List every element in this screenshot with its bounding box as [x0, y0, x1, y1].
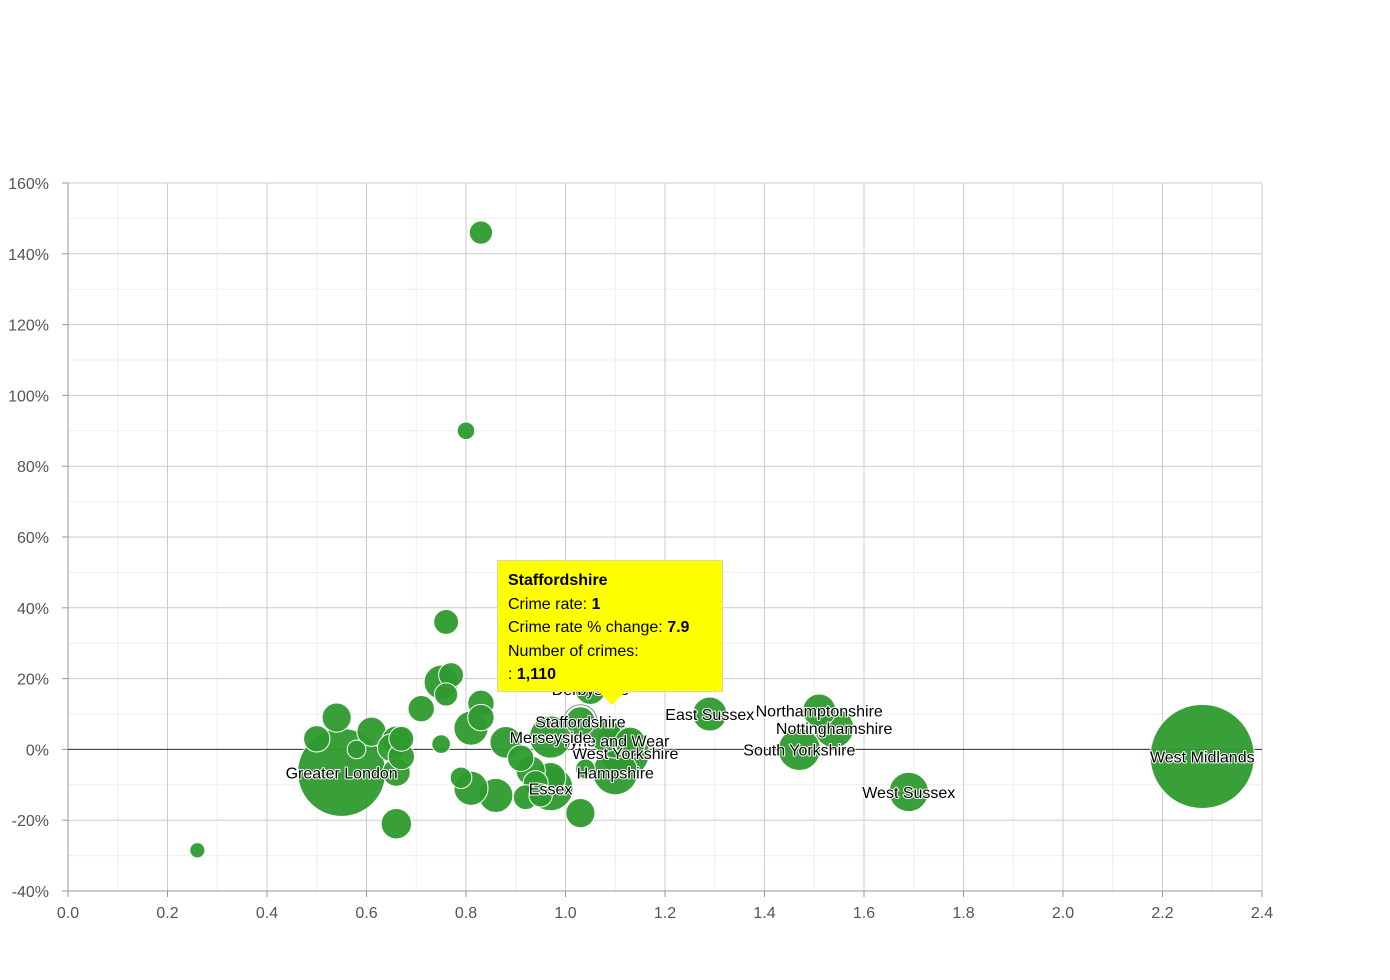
y-tick-label: 100%: [8, 388, 49, 405]
bubble: [614, 726, 646, 759]
bubble-east-sussex: [692, 696, 728, 732]
x-tick-label: 2.0: [1052, 905, 1074, 922]
tooltip-arrow: [598, 691, 626, 705]
x-tick-label: 1.8: [952, 905, 974, 922]
x-tick-label: 0.0: [57, 905, 79, 922]
y-tick-label: 160%: [8, 176, 49, 193]
bubble: [407, 694, 435, 723]
label-northamptonshire: Northamptonshire: [756, 703, 883, 720]
x-tick-label: 1.4: [753, 905, 775, 922]
tooltip-change-value: 7.9: [667, 619, 690, 636]
tooltip-title: Staffordshire: [508, 572, 608, 589]
bubble-northamptonshire: [802, 693, 837, 728]
label-staffordshire: Staffordshire: [535, 714, 626, 731]
y-tick-label: 20%: [17, 672, 49, 689]
bubble: [467, 703, 495, 732]
axes: [62, 182, 1263, 897]
bubble-west-sussex: [888, 771, 929, 813]
x-tick-label: 1.0: [554, 905, 576, 922]
x-tick-label: 2.4: [1251, 905, 1273, 922]
bubble: [388, 725, 415, 752]
label-merseyside: Merseyside: [510, 730, 592, 747]
label-west-midlands: West Midlands: [1150, 749, 1255, 766]
label-essex: Essex: [529, 781, 573, 798]
y-tick-label: -20%: [12, 813, 49, 830]
tooltip-crime-rate-label: Crime rate:: [508, 595, 588, 613]
x-tick-label: 1.2: [654, 905, 676, 922]
tooltip-count-label: Number of crimes:: [508, 642, 639, 660]
bubble: [346, 739, 367, 760]
y-tick-label: -40%: [12, 884, 49, 901]
bubble-south-yorkshire: [777, 727, 821, 772]
bubble: [507, 744, 535, 772]
x-tick-label: 0.8: [455, 905, 477, 922]
y-tick-label: 40%: [17, 601, 49, 618]
tooltip-count-value: 1,110: [516, 666, 557, 683]
tooltip: Staffordshire Crime rate: 1 Crime rate %…: [497, 560, 723, 705]
bubble: [380, 807, 413, 840]
y-axis-tick-labels: -40% -20% 0% 20% 40% 60% 80% 100% 120% 140% 160%: [8, 176, 49, 901]
label-west-sussex: West Sussex: [862, 785, 955, 802]
label-south-yorkshire: South Yorkshire: [743, 742, 855, 759]
bubble-west-midlands: [1149, 703, 1255, 810]
bubble-staffordshire: [565, 706, 596, 737]
bubble: [433, 609, 460, 635]
label-east-sussex: East Sussex: [665, 707, 754, 724]
bubbles: [189, 220, 1255, 859]
label-west-yorkshire: West Yorkshire: [572, 746, 679, 763]
bubble: [565, 798, 596, 829]
bubble: [449, 766, 473, 789]
label-greater-london: Greater London: [286, 765, 398, 782]
tooltip-count-prefix: :: [508, 666, 513, 683]
tooltip-crime-rate-value: 1: [591, 595, 601, 613]
bubble: [456, 421, 476, 441]
bubble: [321, 702, 352, 733]
y-tick-label: 80%: [17, 459, 49, 476]
label-nottinghamshire: Nottinghamshire: [776, 721, 893, 738]
label-hampshire: Hampshire: [577, 765, 654, 782]
x-tick-label: 2.2: [1151, 905, 1173, 922]
y-tick-label: 140%: [8, 247, 49, 264]
bubble-highlight-ring: [563, 704, 598, 739]
bubble: [528, 783, 553, 808]
bubble: [303, 725, 331, 753]
tooltip-change-label: Crime rate % change:: [508, 619, 663, 636]
y-tick-label: 60%: [17, 530, 49, 547]
y-tick-label: 120%: [8, 318, 49, 335]
bubble: [189, 842, 206, 859]
bubble: [433, 682, 459, 707]
label-tyne-and-wear: Tyne and Wear: [561, 734, 670, 751]
y-tick-label: 0%: [26, 742, 49, 759]
bubble: [431, 734, 451, 754]
x-tick-label: 0.4: [256, 905, 278, 922]
bubble: [575, 758, 596, 780]
bubble: [468, 220, 494, 245]
x-tick-label: 1.6: [853, 905, 875, 922]
x-axis-tick-labels: 0.0 0.2 0.4 0.6 0.8 1.0 1.2 1.4 1.6 1.8 2.0 2.2 2.4: [57, 905, 1273, 922]
x-tick-label: 0.6: [355, 905, 377, 922]
x-tick-label: 0.2: [156, 905, 178, 922]
bubble-merseyside: [528, 715, 573, 759]
